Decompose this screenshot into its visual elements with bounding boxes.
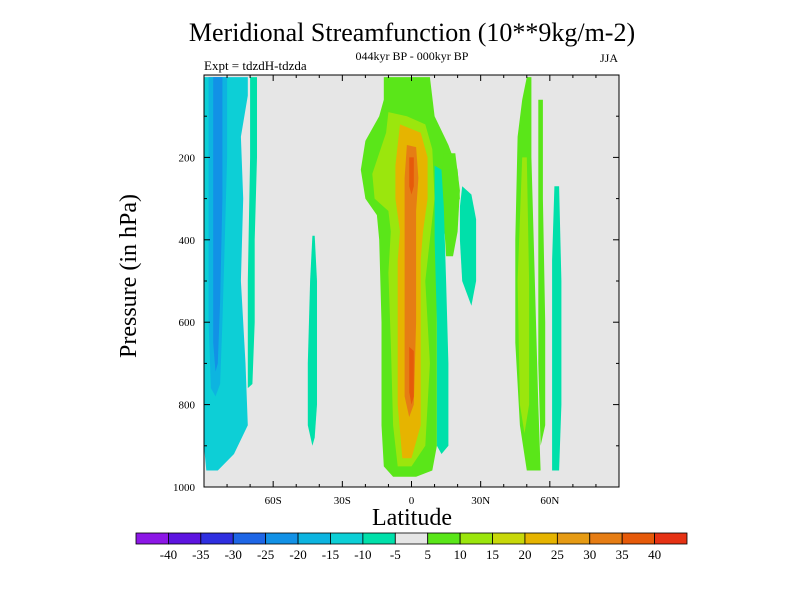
- colorbar-swatch: [394, 532, 429, 545]
- x-tick-label: 30N: [471, 495, 490, 507]
- colorbar-swatch: [265, 532, 299, 545]
- colorbar-label: -10: [354, 547, 371, 562]
- contour-region-sh-band-deep: [213, 77, 223, 372]
- contour-region-nh-band-green-2: [517, 157, 530, 434]
- colorbar-swatch: [524, 532, 558, 545]
- colorbar-label: -30: [225, 547, 242, 562]
- colorbar-label: 15: [486, 547, 499, 562]
- y-tick-label: 600: [179, 317, 196, 329]
- colorbar-swatch: [362, 532, 396, 545]
- y-tick-label: 200: [179, 152, 196, 164]
- y-tick-label: 800: [179, 400, 196, 412]
- colorbar-label: -15: [322, 547, 339, 562]
- colorbar-swatch: [589, 532, 623, 545]
- x-tick-label: 30S: [334, 495, 351, 507]
- colorbar-swatch: [297, 532, 331, 545]
- colorbar-swatch: [492, 532, 526, 545]
- colorbar-label: -25: [257, 547, 274, 562]
- colorbar-label: -35: [192, 547, 209, 562]
- colorbar-label: -40: [160, 547, 177, 562]
- contour-region-nh-band-green-3: [538, 99, 546, 446]
- colorbar-swatch: [459, 532, 493, 545]
- plot-axes: 60S 30S 0 30N 60N 200 400 600 800 1000: [173, 74, 620, 507]
- contour-region-tropics-n-cyan: [459, 186, 477, 306]
- contour-region-eq-core: [409, 157, 414, 195]
- colorbar-label: -20: [289, 547, 306, 562]
- colorbar-label: -5: [390, 547, 401, 562]
- contour-region-eq-core-lower: [409, 346, 414, 405]
- colorbar-swatch: [135, 532, 169, 545]
- colorbar-swatch: [654, 532, 688, 545]
- contour-region-tropics-n-green: [441, 153, 460, 257]
- colorbar-swatch: [556, 532, 591, 545]
- contour-region-nh-band-cyan: [552, 186, 562, 471]
- x-tick-label: 60N: [540, 495, 559, 507]
- colorbar-swatch: [330, 532, 364, 545]
- y-tick-label: 1000: [173, 482, 196, 494]
- colorbar-label: 5: [424, 547, 431, 562]
- contour-region-sh-slim-band: [247, 77, 257, 389]
- colorbar-label: 20: [518, 547, 531, 562]
- y-axis-label: Pressure (in hPa): [116, 194, 142, 358]
- contour-region-sh-midlat-blip: [307, 235, 317, 446]
- colorbar-swatch: [621, 532, 655, 545]
- colorbar-label: 35: [616, 547, 629, 562]
- contour-region-eq-level-30: [404, 145, 419, 417]
- colorbar-label: 10: [454, 547, 467, 562]
- colorbar-label: 25: [551, 547, 564, 562]
- colorbar-swatch: [168, 532, 202, 545]
- colorbar-swatch: [200, 532, 234, 545]
- colorbar: -40 -35 -30 -25 -20 -15 -10 -5 5 10 15 20 25 30 35 40: [135, 532, 688, 562]
- chart-subtitle: 044kyr BP - 000kyr BP: [356, 49, 469, 63]
- x-axis-label: Latitude: [372, 505, 452, 531]
- experiment-label: Expt = tdzdH-tdzda: [204, 58, 307, 73]
- chart-title: Meridional Streamfunction (10**9kg/m-2): [189, 18, 635, 47]
- x-tick-label: 60S: [265, 495, 282, 507]
- colorbar-label: 40: [648, 547, 661, 562]
- y-tick-label: 400: [179, 235, 196, 247]
- season-label: JJA: [600, 51, 618, 65]
- plot-area: [204, 75, 619, 487]
- colorbar-swatch: [427, 532, 461, 545]
- colorbar-swatch: [232, 532, 267, 545]
- x-tick-label: 0: [409, 495, 415, 507]
- colorbar-label: 30: [583, 547, 596, 562]
- contour-region-sh-sub-strip: [434, 165, 449, 454]
